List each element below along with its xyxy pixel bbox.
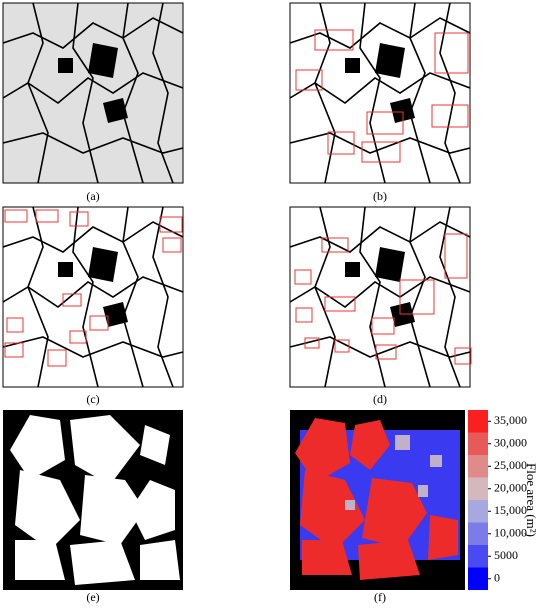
colorbar-band — [468, 522, 488, 545]
colorbar-band — [468, 500, 488, 523]
panel-e — [3, 410, 183, 590]
panel-label: (c) — [86, 392, 99, 406]
panel-label: (e) — [86, 590, 99, 604]
colorbar-band — [468, 545, 488, 568]
panel-b — [289, 2, 471, 184]
colorbar-band — [468, 477, 488, 500]
panel-label: (f) — [374, 590, 386, 604]
panel-label: (a) — [86, 189, 99, 203]
tick-label: 0 — [494, 571, 500, 585]
tick-label: 10,000 — [494, 526, 527, 540]
colorbar-band — [468, 432, 488, 455]
tick-label: 35,000 — [494, 413, 527, 427]
tick-label: 20,000 — [494, 481, 527, 495]
panel-f — [290, 410, 465, 590]
colorbar-band — [468, 410, 488, 433]
panel-label: (d) — [373, 392, 387, 406]
panel-a — [2, 2, 184, 184]
tick-label: 5000 — [494, 548, 518, 562]
panel-label: (b) — [373, 189, 387, 203]
tick-label: 30,000 — [494, 436, 527, 450]
panel-d — [289, 206, 472, 388]
colorbar-title: Floe area (m²) — [524, 463, 539, 537]
panel-c — [2, 206, 184, 388]
tick-label: 15,000 — [494, 503, 527, 517]
colorbar-band — [468, 455, 488, 478]
colorbar-band — [468, 567, 488, 590]
tick-label: 25,000 — [494, 458, 527, 472]
